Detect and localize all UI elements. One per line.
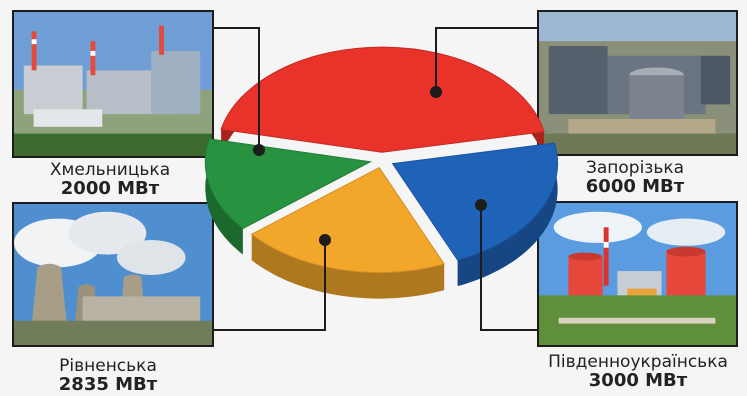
photo-zaporizka (537, 10, 738, 156)
station-name: Запорізька (585, 158, 685, 178)
pie-slice-side (457, 143, 558, 287)
station-power: 3000 МВт (588, 369, 688, 391)
pie-slice-side (205, 138, 243, 255)
label-rivnenska: Рівненська 2835 МВт (38, 356, 178, 395)
leader-dot-3 (253, 144, 265, 156)
station-power: 6000 МВт (585, 175, 685, 197)
leader-dot-2 (319, 234, 331, 246)
station-name: Південноукраїнська (548, 352, 728, 372)
leader-dot-0 (430, 86, 442, 98)
pie-slice-2 (250, 166, 446, 274)
station-power: 2000 МВт (60, 177, 160, 199)
station-power: 2835 МВт (58, 373, 158, 395)
leader-line-1 (480, 205, 537, 331)
leader-line-2 (214, 240, 326, 331)
leader-line-3 (214, 27, 260, 150)
pie-slice-0 (220, 46, 545, 153)
leader-dot-1 (475, 199, 487, 211)
pie-slice-3 (204, 138, 372, 230)
label-zaporizka: Запорізька 6000 МВт (560, 158, 710, 197)
station-name: Хмельницька (49, 160, 171, 180)
pie-slice-side (251, 234, 445, 299)
photo-pivdennoukrainska (537, 201, 738, 347)
pie-slice-1 (391, 142, 559, 261)
photo-khmelnytska (12, 10, 214, 158)
label-khmelnytska: Хмельницька 2000 МВт (30, 160, 190, 199)
leader-line-0 (435, 27, 537, 92)
station-name: Рівненська (59, 356, 157, 376)
photo-rivnenska (12, 202, 214, 347)
label-pivdennoukrainska: Південноукраїнська 3000 МВт (540, 352, 736, 391)
